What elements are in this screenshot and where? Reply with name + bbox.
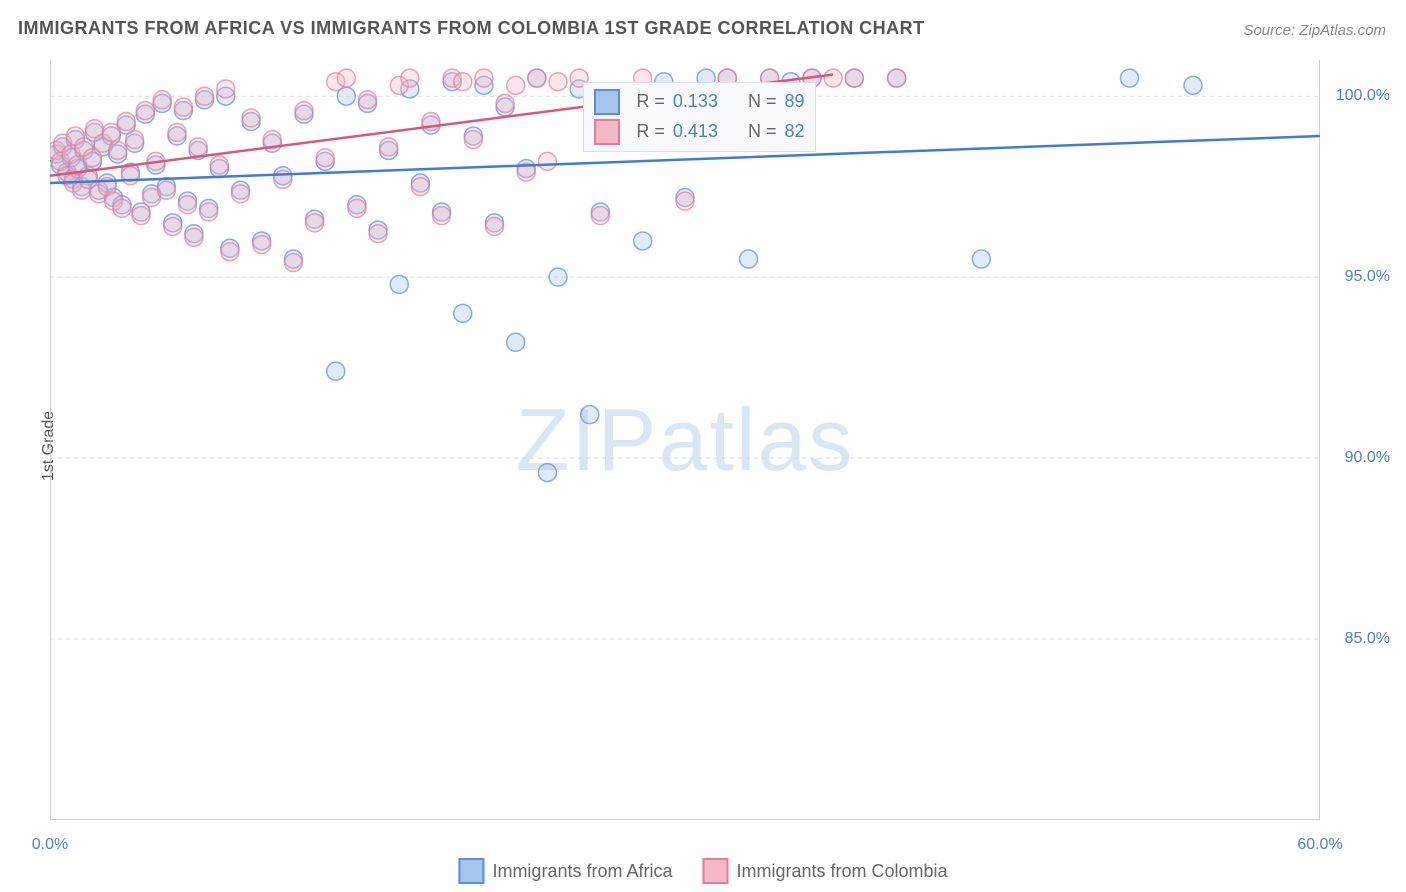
r-label: R = — [636, 91, 665, 112]
n-value: 89 — [784, 91, 804, 112]
y-tick-label: 95.0% — [1330, 268, 1390, 286]
r-label: R = — [636, 121, 665, 142]
r-value: 0.133 — [673, 91, 718, 112]
n-value: 82 — [784, 121, 804, 142]
stats-box: R = 0.133 N = 89 R = 0.413 N = 82 — [583, 82, 815, 152]
legend-swatch — [458, 858, 484, 884]
y-tick-label: 100.0% — [1330, 87, 1390, 105]
x-tick-label: 0.0% — [32, 836, 68, 854]
y-tick-label: 85.0% — [1330, 630, 1390, 648]
plot-area: ZIPatlas 85.0%90.0%95.0%100.0% 0.0%60.0%… — [50, 60, 1320, 820]
legend-label: Immigrants from Colombia — [736, 861, 947, 882]
legend-swatch — [702, 858, 728, 884]
n-label: N = — [748, 91, 777, 112]
x-tick-label: 60.0% — [1297, 836, 1342, 854]
legend-swatch — [594, 89, 620, 115]
y-tick-label: 90.0% — [1330, 449, 1390, 467]
legend-item: Immigrants from Africa — [458, 858, 672, 884]
stats-row: R = 0.413 N = 82 — [594, 117, 804, 147]
legend-item: Immigrants from Colombia — [702, 858, 947, 884]
n-label: N = — [748, 121, 777, 142]
legend-swatch — [594, 119, 620, 145]
source-label: Source: ZipAtlas.com — [1243, 22, 1386, 39]
r-value: 0.413 — [673, 121, 718, 142]
stats-row: R = 0.133 N = 89 — [594, 87, 804, 117]
bottom-legend: Immigrants from Africa Immigrants from Co… — [458, 858, 947, 884]
chart-svg — [50, 60, 1320, 820]
legend-label: Immigrants from Africa — [492, 861, 672, 882]
chart-title: IMMIGRANTS FROM AFRICA VS IMMIGRANTS FRO… — [18, 18, 925, 39]
